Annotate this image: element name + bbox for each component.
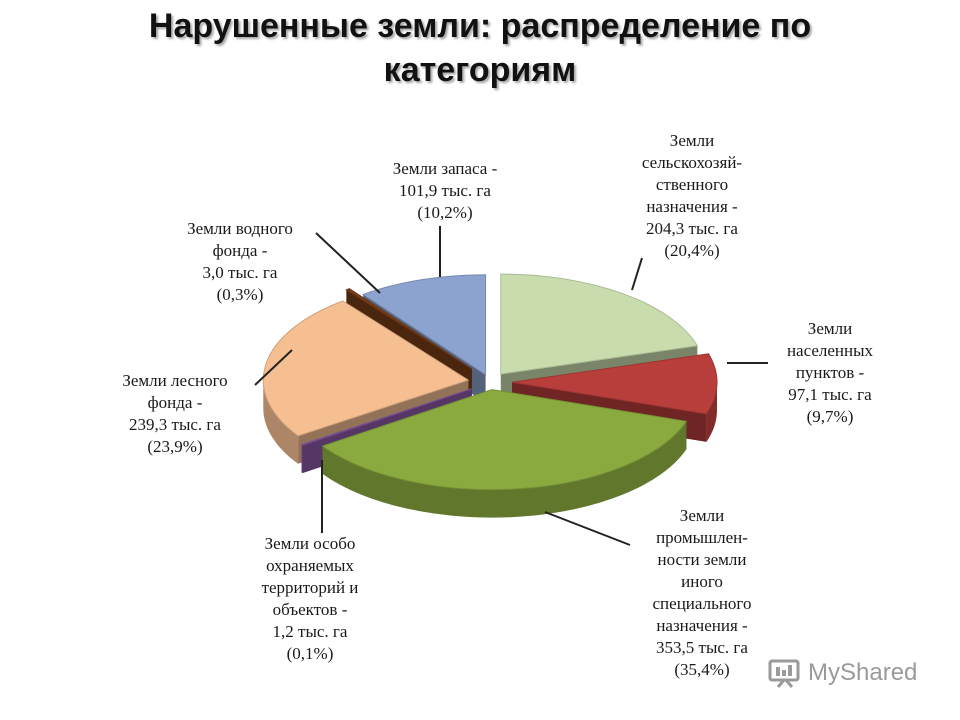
slice-top (362, 274, 487, 376)
data-label-line: объектов - (272, 600, 348, 619)
data-label: Земли лесного фонда - 239,3 тыс. га (23,9%) (95, 370, 255, 458)
data-label-line: 3,0 тыс. га (202, 263, 278, 282)
data-label-line: Земли особо (264, 534, 356, 553)
data-label-line: Земли водного (187, 219, 293, 238)
presentation-icon (768, 659, 800, 688)
data-label: Земли водного фонда - 3,0 тыс. га (0,3%) (165, 218, 315, 306)
leader-line (315, 232, 381, 294)
data-label: Земли сельскохозяй-ственного назначения - 2… (612, 130, 772, 262)
data-label-line: 204,3 тыс. га (646, 219, 738, 238)
leader-line (254, 349, 293, 386)
data-label-line: назначения - (646, 197, 738, 216)
slice-2 (321, 389, 688, 518)
chart-title: Нарушенные земли: распределение по катег… (0, 4, 960, 92)
data-label-line: 1,2 тыс. га (272, 622, 348, 641)
data-label-line: (10,2%) (417, 203, 473, 222)
data-label-line: ственного (655, 175, 729, 194)
data-label-line: (35,4%) (674, 660, 730, 679)
data-label: Земли запаса - 101,9 тыс. га (10,2%) (360, 158, 530, 224)
leader-lines (254, 226, 768, 546)
data-label-line: промышлен- (656, 528, 748, 547)
watermark: MyShared (768, 658, 917, 688)
chart-title-line-1: Нарушенные земли: распределение по (148, 7, 812, 45)
watermark-text: MyShared (808, 659, 918, 686)
data-label-line: Земли (807, 319, 853, 338)
data-label-line: (20,4%) (664, 241, 720, 260)
data-label-line: 353,5 тыс. га (656, 638, 748, 657)
data-label-line: иного (681, 572, 723, 591)
data-label-line: ности земли (657, 550, 747, 569)
data-label-line: Земли (669, 131, 715, 150)
slice-side (263, 380, 299, 464)
data-label-line: фонда - (212, 241, 268, 260)
slice-top (345, 288, 473, 370)
slice-top (300, 388, 472, 446)
slice-top (321, 389, 688, 491)
data-label-line: (0,1%) (286, 644, 334, 663)
data-label-line: 101,9 тыс. га (399, 181, 491, 200)
data-label-line: фонда - (147, 393, 203, 412)
slice-side (706, 382, 717, 442)
chart-title-line-2: категориям (383, 51, 577, 89)
data-label: Земли особо охраняемых территорий и объекто… (230, 533, 390, 665)
data-label-line: охраняемых (266, 556, 354, 575)
data-label-line: специального (652, 594, 752, 613)
slice-side (301, 444, 303, 474)
data-label-line: сельскохозяй- (641, 153, 743, 172)
data-label-line: 97,1 тыс. га (788, 385, 872, 404)
slice-top (500, 273, 699, 375)
data-label-line: 239,3 тыс. га (129, 415, 221, 434)
data-label-line: (9,7%) (806, 407, 854, 426)
data-label-line: назначения - (656, 616, 748, 635)
data-label-line: пунктов - (795, 363, 865, 382)
data-label-line: территорий и (261, 578, 359, 597)
data-label-line: (0,3%) (216, 285, 264, 304)
slice-top (511, 353, 718, 415)
data-label: Земли промышлен-ности земли иного специальн… (622, 505, 782, 681)
data-label-line: Земли запаса - (392, 159, 498, 178)
data-label: Земли населенных пунктов - 97,1 тыс. га (9,7… (760, 318, 900, 428)
leader-line (631, 257, 643, 291)
pie-slices (262, 273, 718, 518)
data-label-line: населенных (786, 341, 874, 360)
slice-top (262, 300, 470, 437)
data-label-line: Земли лесного (122, 371, 228, 390)
data-label-line: Земли (679, 506, 725, 525)
slice-side (322, 421, 687, 518)
data-label-line: (23,9%) (147, 437, 203, 456)
leader-line (544, 511, 631, 546)
